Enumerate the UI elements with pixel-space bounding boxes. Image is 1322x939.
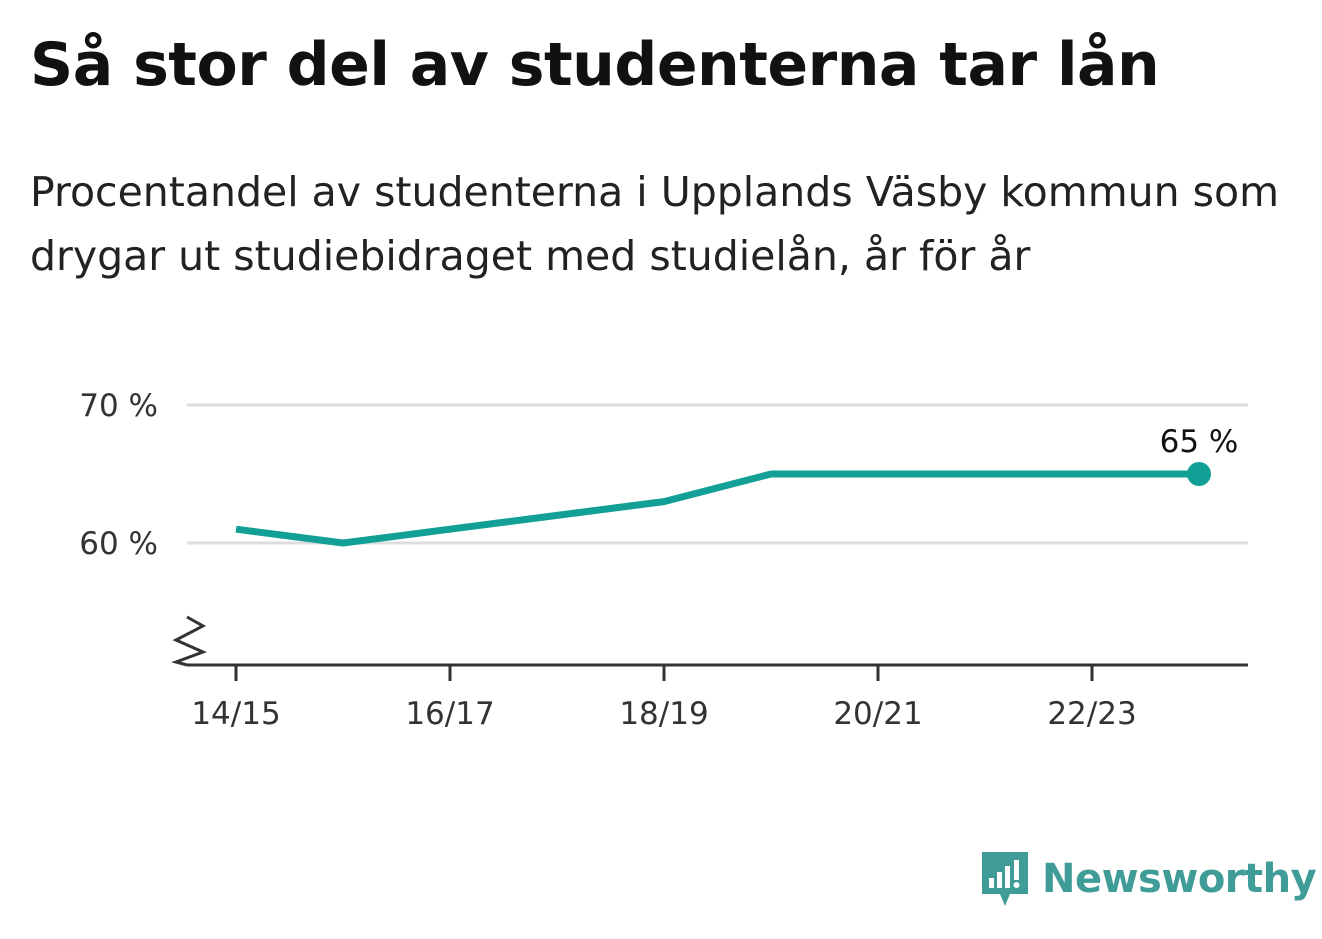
axis-break-icon bbox=[171, 615, 207, 667]
series-line bbox=[235, 470, 1199, 547]
last-value-label: 65 % bbox=[1160, 424, 1239, 460]
y-tick-label: 60 % bbox=[79, 526, 158, 562]
y-tick-labels: 60 % 70 % bbox=[79, 388, 158, 562]
x-tick-label: 20/21 bbox=[833, 696, 922, 732]
series-layer: 65 % bbox=[235, 424, 1239, 547]
x-tick-label: 14/15 bbox=[191, 696, 280, 732]
x-axis bbox=[171, 615, 1248, 681]
newsworthy-logo-icon bbox=[982, 852, 1028, 906]
y-tick-label: 70 % bbox=[79, 388, 158, 424]
last-value-point bbox=[1187, 462, 1211, 486]
chart-subtitle: Procentandel av studenterna i Upplands V… bbox=[30, 168, 1280, 280]
x-tick-labels: 14/15 16/17 18/19 20/21 22/23 bbox=[191, 696, 1136, 732]
x-tick-label: 18/19 bbox=[619, 696, 708, 732]
logo-text: Newsworthy bbox=[1042, 856, 1317, 902]
chart-title: Så stor del av studenterna tar lån bbox=[30, 30, 1160, 100]
newsworthy-logo: Newsworthy bbox=[980, 848, 1317, 910]
x-tick-label: 16/17 bbox=[405, 696, 494, 732]
x-tick-label: 22/23 bbox=[1047, 696, 1136, 732]
